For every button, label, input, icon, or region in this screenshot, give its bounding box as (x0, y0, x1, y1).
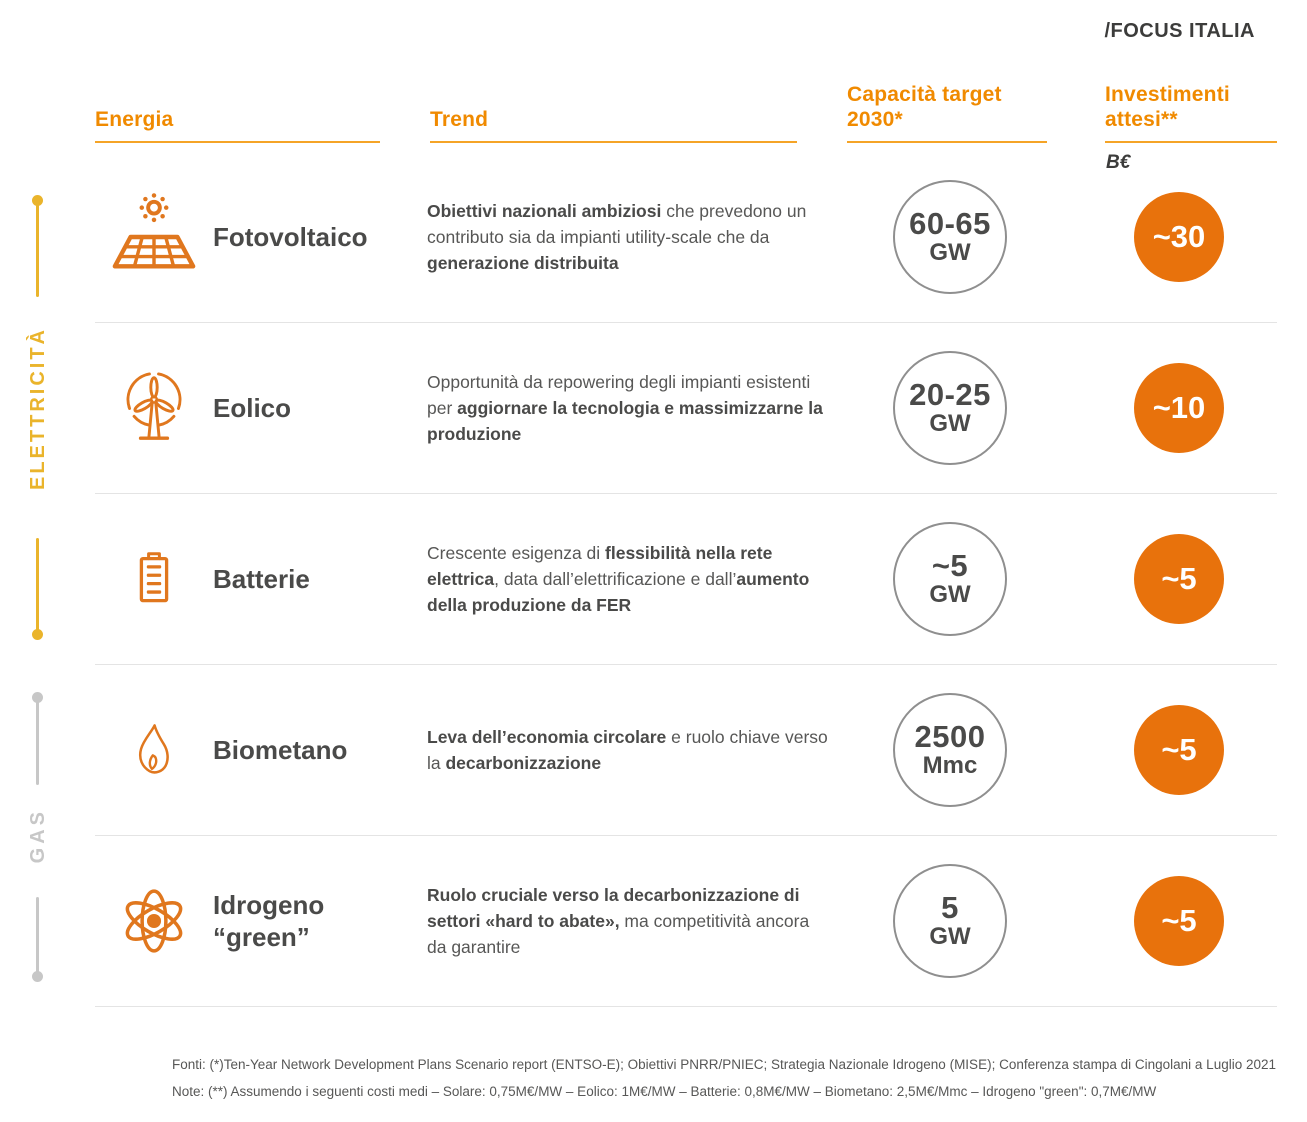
table-row: Batterie Crescente esigenza di flessibil… (95, 494, 1277, 665)
table-row: Biometano Leva dell’economia circolare e… (95, 665, 1277, 836)
trend-text: Ruolo cruciale verso la decarbonizzazion… (427, 885, 810, 957)
capacity-target-badge: 60-65 GW (893, 180, 1007, 294)
column-header-label: Energia (95, 108, 174, 132)
investment-value: ~5 (1161, 732, 1197, 767)
energy-name: Batterie (213, 563, 310, 594)
capacity-value: 60-65 (909, 206, 991, 241)
column-header-label: Trend (430, 108, 489, 132)
investment-badge: ~5 (1134, 876, 1224, 966)
trend-text: Leva dell’economia circolare e ruolo chi… (427, 727, 828, 773)
capacity-target-badge: 20-25 GW (893, 351, 1007, 465)
capacity-unit: GW (929, 922, 971, 950)
focus-italia-label: /FOCUS ITALIA (1104, 20, 1255, 42)
energy-name: Fotovoltaico (213, 221, 368, 252)
table-row: Idrogeno “green” Ruolo cruciale verso la… (95, 836, 1277, 1007)
footer-fonti: Fonti: (*)Ten-Year Network Development P… (172, 1057, 1277, 1072)
footer-note: Note: (**) Assumendo i seguenti costi me… (172, 1084, 1157, 1099)
wind-turbine-icon (112, 360, 196, 456)
capacity-value: 2500 (914, 719, 986, 754)
gas-rail-line-bottom (32, 897, 43, 982)
capacity-unit: GW (929, 238, 971, 266)
atom-icon (108, 877, 200, 965)
billion-euro-unit-label: B€ (1106, 152, 1131, 173)
table-row: Eolico Opportunità da repowering degli i… (95, 323, 1277, 494)
flame-icon (124, 706, 184, 794)
column-header-label: Capacità target 2030* (847, 82, 1002, 132)
trend-text: Opportunità da repowering degli impianti… (427, 372, 823, 444)
capacity-value: ~5 (931, 548, 969, 583)
trend-text: Crescente esigenza di flessibilità nella… (427, 543, 810, 615)
rail-dot (32, 629, 43, 640)
energy-name: Idrogeno “green” (213, 889, 325, 953)
capacity-unit: GW (929, 580, 971, 608)
rail-dot (32, 971, 43, 982)
energy-name: Eolico (213, 392, 292, 423)
investment-value: ~5 (1161, 903, 1197, 938)
gas-group-label: GAS (26, 808, 49, 864)
investment-badge: ~5 (1134, 705, 1224, 795)
electricity-group-label: ELETTRICITÀ (26, 326, 49, 490)
energy-name: Biometano (213, 734, 348, 765)
gas-rail-line-top (32, 692, 43, 785)
column-header-capacity-target: Capacità target 2030* (847, 80, 1047, 143)
investment-value: ~5 (1161, 561, 1197, 596)
rail-dot (32, 195, 43, 206)
capacity-value: 20-25 (909, 377, 991, 412)
battery-icon (124, 533, 184, 625)
column-header-investimenti: Investimenti attesi** (1105, 80, 1277, 143)
column-header-energia: Energia (95, 80, 380, 143)
investment-badge: ~5 (1134, 534, 1224, 624)
electricity-rail-line-bottom (32, 538, 43, 640)
investment-value: ~30 (1152, 219, 1206, 254)
electricity-rail-line-top (32, 195, 43, 297)
capacity-unit: Mmc (922, 751, 978, 779)
investment-badge: ~30 (1134, 192, 1224, 282)
column-header-label: Investimenti attesi** (1105, 82, 1230, 132)
capacity-target-badge: 5 GW (893, 864, 1007, 978)
capacity-value: 5 (941, 890, 959, 925)
trend-text: Obiettivi nazionali ambiziosi che preved… (427, 201, 807, 273)
footnotes: Fonti: (*)Ten-Year Network Development P… (172, 1051, 1282, 1105)
capacity-target-badge: ~5 GW (893, 522, 1007, 636)
table-row: Fotovoltaico Obiettivi nazionali ambizio… (95, 152, 1277, 323)
rail-dot (32, 692, 43, 703)
solar-panel-icon (102, 193, 206, 281)
capacity-unit: GW (929, 409, 971, 437)
investment-badge: ~10 (1134, 363, 1224, 453)
energy-table: Fotovoltaico Obiettivi nazionali ambizio… (95, 152, 1277, 1007)
capacity-target-badge: 2500 Mmc (893, 693, 1007, 807)
column-header-trend: Trend (430, 80, 797, 143)
investment-value: ~10 (1152, 390, 1206, 425)
